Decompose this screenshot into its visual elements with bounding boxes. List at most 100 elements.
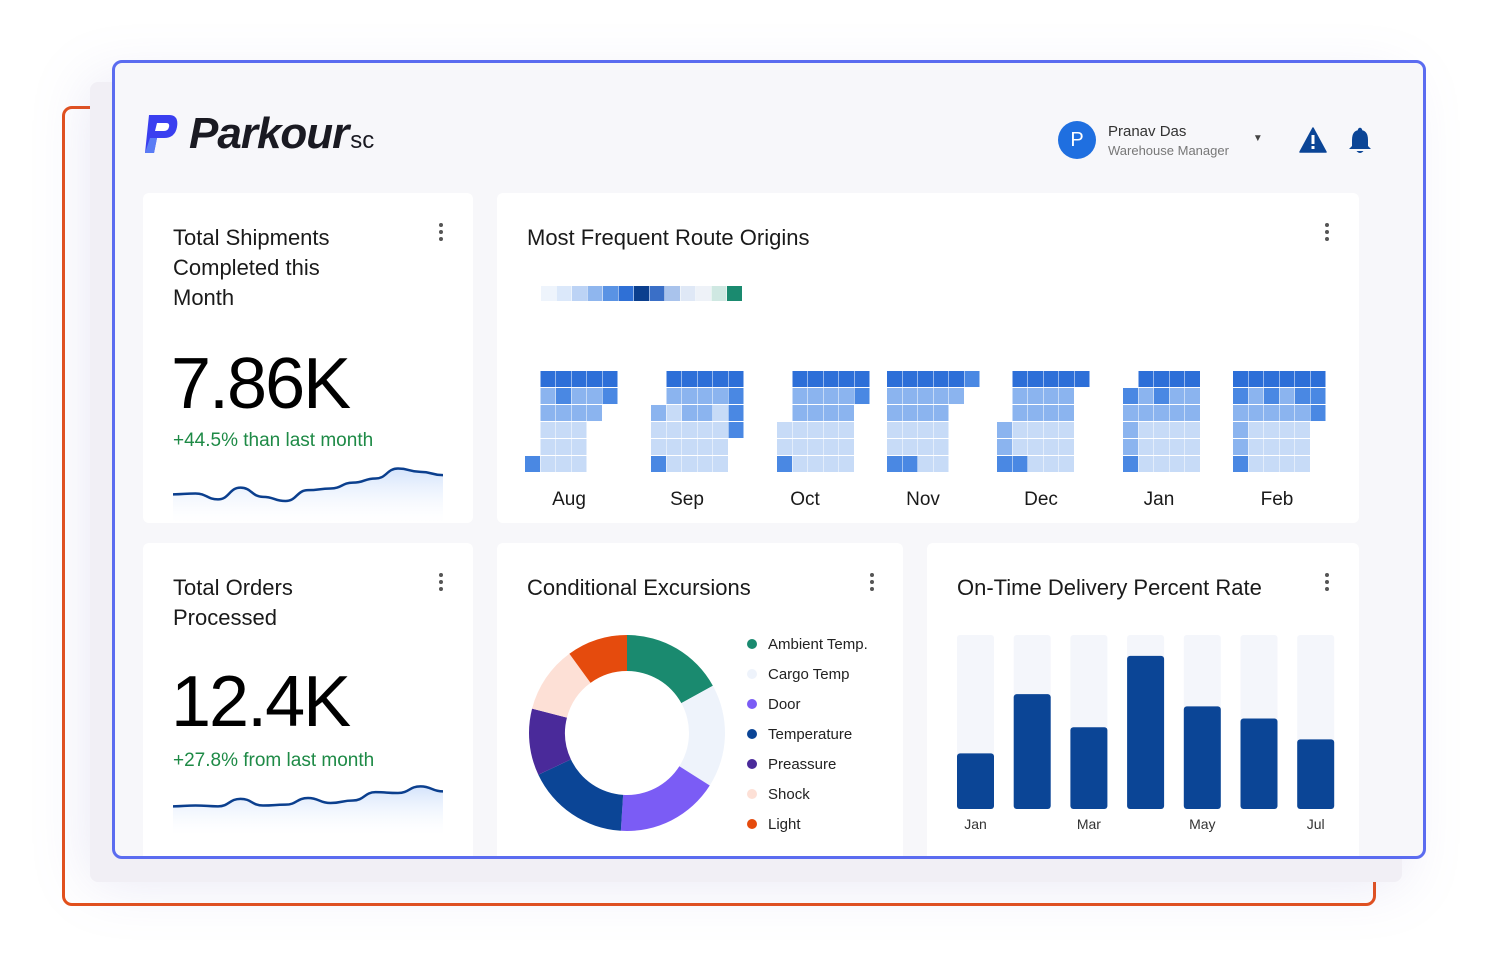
heatmap-cell bbox=[933, 439, 949, 455]
heatmap-cell bbox=[918, 422, 933, 438]
kebab-menu-icon[interactable] bbox=[870, 573, 874, 593]
heatmap-cell bbox=[1169, 388, 1185, 404]
warning-triangle-icon[interactable] bbox=[1299, 127, 1327, 153]
bar bbox=[1013, 694, 1051, 809]
heatmap-cell bbox=[1233, 405, 1248, 421]
heatmap-cell bbox=[808, 456, 823, 472]
heatmap-cell bbox=[1248, 456, 1264, 472]
heatmap-cell bbox=[1059, 371, 1074, 387]
heatmap-cell bbox=[651, 439, 666, 455]
orders-title-line: Total Orders bbox=[173, 575, 293, 600]
legend-dot bbox=[747, 819, 757, 829]
heat-scale-swatch bbox=[727, 286, 742, 301]
heatmap-cell bbox=[887, 371, 902, 387]
heatmap-cell bbox=[902, 439, 918, 455]
heatmap-cell bbox=[1169, 405, 1185, 421]
bar-tick-label: May bbox=[1189, 816, 1215, 832]
heatmap-cell bbox=[887, 422, 902, 438]
heatmap-cell bbox=[1295, 439, 1310, 455]
heat-scale-swatch bbox=[556, 286, 572, 301]
heatmap-cell bbox=[1264, 456, 1279, 472]
legend-label: Preassure bbox=[768, 755, 837, 773]
legend-item[interactable]: Preassure bbox=[747, 749, 868, 779]
heatmap-cell bbox=[713, 422, 728, 438]
heatmap-cell bbox=[1185, 388, 1200, 404]
legend-label: Ambient Temp. bbox=[768, 635, 868, 653]
heatmap-cell bbox=[918, 405, 933, 421]
bar bbox=[1297, 739, 1335, 809]
heatmap-cell bbox=[728, 388, 744, 404]
legend-dot bbox=[747, 699, 757, 709]
kebab-menu-icon[interactable] bbox=[1325, 223, 1329, 243]
heatmap-cell bbox=[1233, 422, 1248, 438]
user-menu[interactable]: P Pranav Das Warehouse Manager ▼ bbox=[1058, 121, 1263, 159]
bar bbox=[957, 753, 994, 809]
heatmap-cell bbox=[713, 388, 728, 404]
kebab-menu-icon[interactable] bbox=[439, 573, 443, 593]
legend-item[interactable]: Temperature bbox=[747, 719, 868, 749]
route-heatmap: Aug Sep Oct Nov Dec Jan Feb bbox=[525, 286, 1326, 510]
legend-item[interactable]: Ambient Temp. bbox=[747, 629, 868, 659]
heatmap-cell bbox=[1154, 371, 1169, 387]
heatmap-cell bbox=[1279, 439, 1295, 455]
heatmap-cell bbox=[1154, 439, 1169, 455]
route-origins-card: Most Frequent Route Origins Aug Sep Oct Nov… bbox=[497, 193, 1359, 523]
heatmap-cell bbox=[1138, 456, 1154, 472]
heatmap-cell bbox=[918, 371, 933, 387]
bar bbox=[1183, 706, 1221, 809]
user-name: Pranav Das bbox=[1108, 122, 1187, 140]
dashboard-window: Parkour sc P Pranav Das Warehouse Manage… bbox=[112, 60, 1426, 859]
heatmap-cell bbox=[1012, 439, 1028, 455]
legend-item[interactable]: Cargo Temp bbox=[747, 659, 868, 689]
heatmap-cell bbox=[540, 422, 556, 438]
heatmap-cell bbox=[1295, 456, 1310, 472]
heatmap-cell bbox=[1043, 456, 1059, 472]
heatmap-cell bbox=[1279, 388, 1295, 404]
heatmap-cell bbox=[1043, 371, 1059, 387]
brand-logo[interactable]: Parkour sc bbox=[143, 111, 374, 157]
heatmap-cell bbox=[1295, 405, 1310, 421]
legend-item[interactable]: Door bbox=[747, 689, 868, 719]
heatmap-cell bbox=[728, 405, 744, 421]
heatmap-cell bbox=[571, 388, 587, 404]
legend-item[interactable]: Light bbox=[747, 809, 868, 839]
heatmap-cell bbox=[1264, 422, 1279, 438]
caret-down-icon[interactable]: ▼ bbox=[1252, 132, 1263, 144]
heatmap-cell bbox=[777, 439, 792, 455]
heatmap-cell bbox=[1248, 388, 1264, 404]
heatmap-cell bbox=[728, 371, 744, 387]
donut-slice bbox=[529, 708, 571, 775]
heatmap-cell bbox=[556, 405, 571, 421]
heat-scale-swatch bbox=[587, 286, 603, 301]
heatmap-cell bbox=[1169, 456, 1185, 472]
heatmap-cell bbox=[1279, 422, 1295, 438]
heatmap-cell bbox=[823, 405, 839, 421]
kebab-menu-icon[interactable] bbox=[439, 223, 443, 243]
heatmap-cell bbox=[556, 439, 571, 455]
heatmap-cell bbox=[1295, 388, 1310, 404]
heatmap-cell bbox=[1043, 422, 1059, 438]
excursions-card: Conditional Excursions Ambient Temp. Carg… bbox=[497, 543, 903, 856]
heatmap-cell bbox=[1169, 371, 1185, 387]
legend-dot bbox=[747, 759, 757, 769]
legend-dot bbox=[747, 669, 757, 679]
heatmap-cell bbox=[682, 439, 697, 455]
kebab-menu-icon[interactable] bbox=[1325, 573, 1329, 593]
heatmap-cell bbox=[713, 456, 728, 472]
bar bbox=[1240, 718, 1278, 809]
heatmap-cell bbox=[918, 388, 933, 404]
heatmap-cell bbox=[540, 371, 556, 387]
bell-icon[interactable] bbox=[1348, 127, 1372, 155]
heatmap-cell bbox=[682, 371, 697, 387]
heatmap-cell bbox=[839, 405, 854, 421]
heatmap-cell bbox=[918, 439, 933, 455]
orders-title: Total Orders Processed bbox=[173, 573, 293, 633]
heatmap-cell bbox=[1123, 439, 1138, 455]
heatmap-cell bbox=[1059, 456, 1074, 472]
heatmap-cell bbox=[571, 439, 587, 455]
heat-scale-swatch bbox=[680, 286, 696, 301]
brand-name: Parkour bbox=[189, 109, 349, 158]
heatmap-cell bbox=[1248, 422, 1264, 438]
legend-item[interactable]: Shock bbox=[747, 779, 868, 809]
